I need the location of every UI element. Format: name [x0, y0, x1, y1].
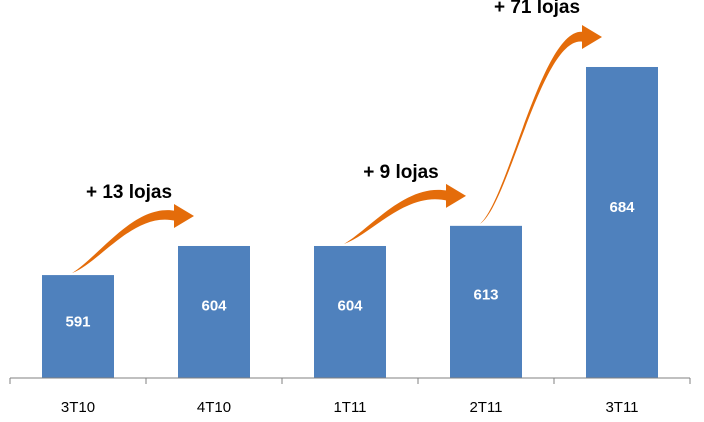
bar-2T11 [450, 225, 522, 378]
x-tick-label-3T11: 3T11 [605, 399, 638, 416]
growth-arrow-head [582, 24, 602, 49]
x-tick-label-2T11: 2T11 [469, 399, 502, 416]
growth-arrow-body [480, 31, 584, 224]
data-label-1T11: 604 [337, 297, 363, 314]
growth-arrow-body [72, 210, 176, 274]
bar-3T11 [586, 66, 658, 379]
annotation-text: + 9 lojas [363, 162, 439, 183]
x-axis-tick-labels-group: 3T10 4T10 1T11 2T11 3T11 [61, 399, 639, 416]
x-tick-label-1T11: 1T11 [333, 399, 366, 416]
bar-1T11 [314, 245, 386, 378]
growth-arrow-head [446, 183, 466, 208]
data-labels-group: 591 604 604 613 684 [65, 199, 635, 330]
x-tick-label-3T10: 3T10 [61, 399, 95, 416]
annotation-text: + 71 lojas [494, 0, 580, 18]
bar-4T10 [178, 245, 250, 378]
x-tick-label-4T10: 4T10 [197, 399, 231, 416]
x-axis-ticks-group [9, 378, 691, 384]
data-label-3T10: 591 [65, 313, 90, 330]
annotation-text: + 13 lojas [86, 182, 172, 203]
arrows-group [72, 24, 602, 274]
bar-3T10 [42, 275, 114, 378]
data-label-4T10: 604 [201, 297, 227, 314]
data-label-2T11: 613 [473, 286, 498, 303]
growth-arrow-body [344, 189, 448, 244]
bars-group [42, 66, 658, 379]
annotations-group: + 13 lojas + 9 lojas + 71 lojas [86, 0, 580, 203]
growth-arrow-head [174, 203, 194, 228]
data-label-3T11: 684 [609, 199, 635, 216]
